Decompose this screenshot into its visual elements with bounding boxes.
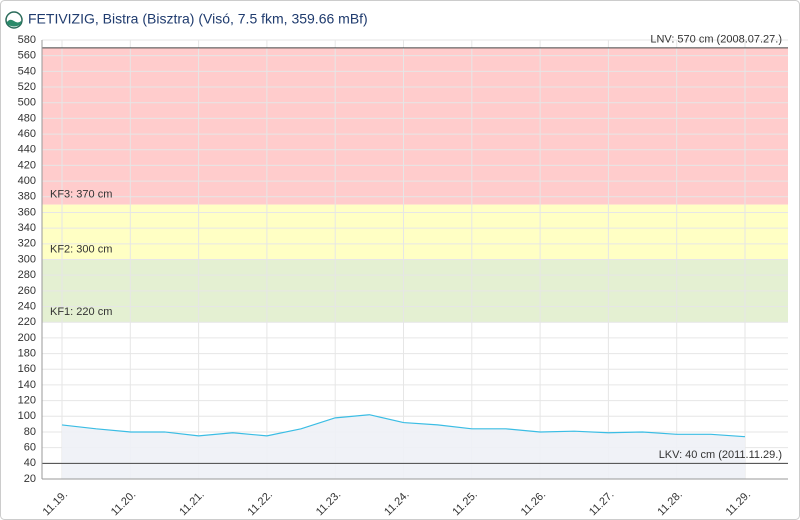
y-tick-label: 40 xyxy=(24,457,36,469)
y-tick-label: 200 xyxy=(18,332,36,344)
y-tick-label: 60 xyxy=(24,442,36,454)
y-tick-label: 240 xyxy=(18,300,36,312)
y-tick-label: 320 xyxy=(18,238,36,250)
reference-label: LNV: 570 cm (2008.07.27.) xyxy=(650,34,782,46)
y-tick-label: 360 xyxy=(18,206,36,218)
y-tick-label: 580 xyxy=(18,34,36,46)
y-tick-label: 340 xyxy=(18,222,36,234)
y-tick-label: 480 xyxy=(18,112,36,124)
band-label: KF1: 220 cm xyxy=(50,306,112,318)
y-tick-label: 420 xyxy=(18,159,36,171)
band-label: KF2: 300 cm xyxy=(50,243,112,255)
y-tick-label: 440 xyxy=(18,144,36,156)
band xyxy=(42,47,788,205)
y-tick-label: 20 xyxy=(24,473,36,485)
y-tick-label: 400 xyxy=(18,175,36,187)
chart-title: FETIVIZIG, Bistra (Bisztra) (Visó, 7.5 f… xyxy=(28,11,368,27)
y-tick-label: 380 xyxy=(18,191,36,203)
y-tick-label: 120 xyxy=(18,395,36,407)
y-tick-label: 560 xyxy=(18,50,36,62)
y-tick-label: 540 xyxy=(18,65,36,77)
reference-label: LKV: 40 cm (2011.11.29.) xyxy=(659,449,782,461)
y-tick-label: 220 xyxy=(18,316,36,328)
line xyxy=(61,414,746,438)
y-tick-label: 280 xyxy=(18,269,36,281)
y-tick-label: 500 xyxy=(18,97,36,109)
logo xyxy=(5,11,23,29)
y-tick-label: 300 xyxy=(18,253,36,265)
y-tick-label: 180 xyxy=(18,347,36,359)
y-tick-label: 100 xyxy=(18,410,36,422)
y-tick-label: 460 xyxy=(18,128,36,140)
y-tick-label: 80 xyxy=(24,426,36,438)
y-tick-label: 260 xyxy=(18,285,36,297)
y-tick-label: 520 xyxy=(18,81,36,93)
y-tick-label: 160 xyxy=(18,363,36,375)
y-tick-label: 140 xyxy=(18,379,36,391)
band-label: KF3: 370 cm xyxy=(50,189,112,201)
band xyxy=(42,204,788,260)
